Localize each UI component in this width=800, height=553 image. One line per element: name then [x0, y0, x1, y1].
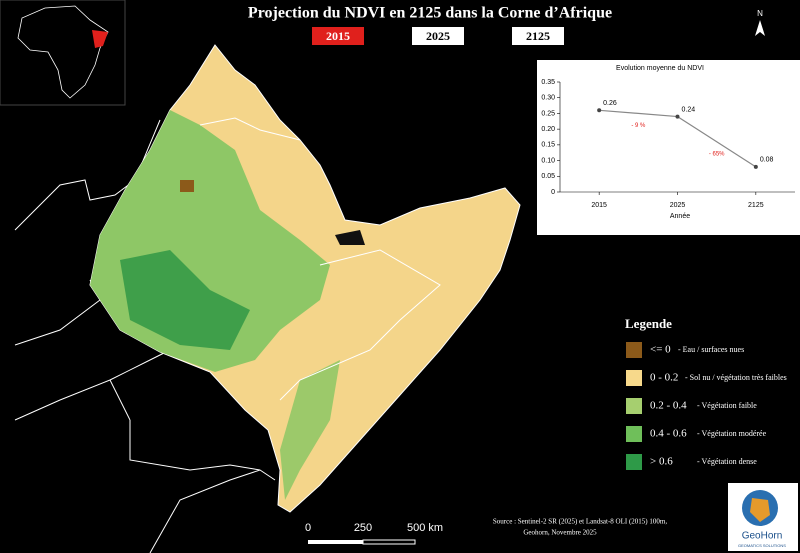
north-label: N: [757, 9, 763, 18]
legend-swatch: [626, 342, 642, 358]
legend-range: 0.4 - 0.6: [650, 428, 687, 440]
scale-label: 0: [305, 522, 311, 534]
year-button-label[interactable]: 2025: [426, 29, 450, 43]
scale-bar: 0 250 500 km: [305, 522, 443, 545]
legend-label: - Végétation modérée: [697, 429, 767, 438]
x-tick-label: 2015: [591, 202, 607, 209]
legend-title: Legende: [625, 316, 672, 331]
dense-zone: [120, 250, 250, 350]
year-buttons: 2015 2025 2125: [312, 27, 564, 45]
scale-label: 250: [354, 522, 372, 534]
x-tick-label: 2125: [748, 202, 764, 209]
chart-title: Evolution moyenne du NDVI: [616, 65, 704, 72]
y-tick-label: 0: [551, 189, 555, 196]
data-point: [753, 164, 758, 169]
chart: Evolution moyenne du NDVI Année NDVI moy…: [524, 65, 795, 220]
source-line: Source : Sentinel-2 SR (2025) et Landsat…: [493, 518, 667, 526]
year-button[interactable]: [512, 27, 564, 45]
horn-highlight: [92, 30, 108, 48]
y-axis-label: NDVI moyen: [524, 117, 531, 157]
y-tick-label: 0.25: [541, 110, 555, 117]
logo-land: [750, 498, 770, 522]
dark-area: [335, 230, 365, 245]
africa-outline: [17, 5, 109, 99]
legend-swatch: [626, 454, 642, 470]
internal-borders: [199, 117, 441, 401]
y-tick-label: 0.30: [541, 95, 555, 102]
title: Projection du NDVI en 2125 dans la Corne…: [248, 5, 612, 22]
legend-label: - Sol nu / végétation très faibles: [685, 373, 787, 382]
year-button-label[interactable]: 2015: [326, 29, 350, 43]
lake: [180, 180, 194, 192]
legend-label: - Végétation dense: [697, 457, 757, 466]
y-tick-label: 0.10: [541, 157, 555, 164]
legend-swatch: [626, 370, 642, 386]
logo-name: GeoHorn: [742, 531, 783, 542]
year-button[interactable]: [412, 27, 464, 45]
scale-label: 500 km: [407, 522, 443, 534]
year-button-label[interactable]: 2125: [526, 29, 550, 43]
logo-tagline: GEOMATICS SOLUTIONS: [738, 543, 786, 548]
data-point: [675, 114, 680, 119]
north-arrow: [755, 20, 765, 36]
annotation: - 65%: [709, 151, 725, 157]
legend-range: > 0.6: [650, 456, 673, 468]
annotation: - 9 %: [631, 123, 646, 129]
data-label: 0.26: [603, 100, 617, 107]
y-tick-label: 0.20: [541, 126, 555, 133]
data-label: 0.24: [682, 106, 696, 113]
y-tick-label: 0.15: [541, 142, 555, 149]
x-tick-label: 2025: [670, 202, 686, 209]
chart-frame: [537, 60, 800, 235]
y-tick-label: 0.05: [541, 173, 555, 180]
y-tick-label: 0.35: [541, 79, 555, 86]
legend-range: 0.2 - 0.4: [650, 400, 687, 412]
vegetation-zone: [280, 360, 340, 500]
year-button[interactable]: [312, 27, 364, 45]
source-line: Geohorn, Novembre 2025: [523, 529, 597, 537]
data-label: 0.08: [760, 157, 774, 164]
legend-label: - Eau / surfaces nues: [678, 345, 744, 354]
legend: Legende <= 0 - Eau / surfaces nues 0 - 0.2…: [625, 316, 787, 470]
scale-segment: [308, 540, 363, 544]
scale-segment: [362, 539, 416, 545]
legend-label: - Végétation faible: [697, 401, 757, 410]
legend-range: 0 - 0.2: [650, 372, 678, 384]
data-point: [597, 108, 602, 113]
legend-swatch: [626, 398, 642, 414]
legend-range: <= 0: [650, 344, 671, 356]
x-axis-label: Année: [670, 213, 690, 220]
legend-swatch: [626, 426, 642, 442]
